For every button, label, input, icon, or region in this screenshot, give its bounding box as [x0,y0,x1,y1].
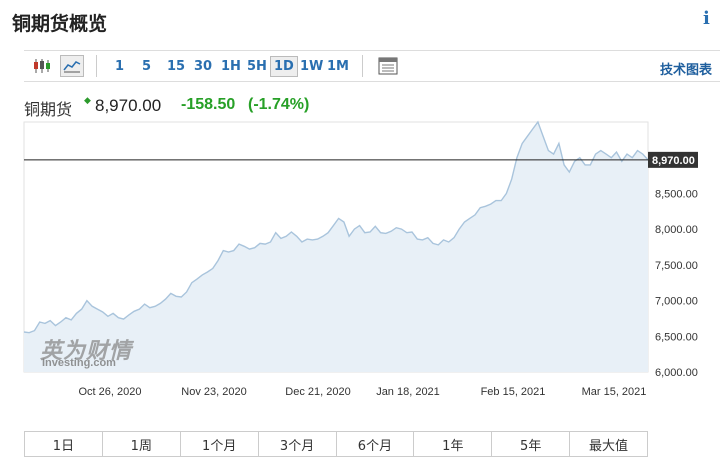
range-button-7[interactable]: 最大值 [589,438,629,454]
title-bar: 铜期货概览 i [0,0,720,40]
timeframe-1m[interactable]: 1M [327,59,349,74]
info-icon[interactable]: i [703,8,710,29]
watermark-cn-text: 英为财情 [40,339,133,364]
x-tick-label: Mar 15, 2021 [582,386,647,398]
timeframe-1w[interactable]: 1W [300,59,324,74]
timeframe-1h[interactable]: 1H [221,59,241,74]
table-icon[interactable] [376,55,400,77]
range-selector: 1日 1周 1个月 3个月 6个月 1年 5年 最大值 [24,431,648,457]
timeframe-5[interactable]: 5 [142,59,152,74]
y-tick-label: 7,500.00 [655,260,698,272]
x-tick-label: Jan 18, 2021 [376,386,440,398]
timeframe-30[interactable]: 30 [194,59,213,74]
range-button-3[interactable]: 3个月 [259,432,337,456]
y-tick-label: 6,500.00 [655,331,698,343]
range-button-0[interactable]: 1日 [25,432,103,456]
toolbar-separator [96,55,97,77]
y-tick-label: 7,000.00 [655,296,698,308]
toolbar-separator [362,55,363,77]
line-chart-icon[interactable] [60,55,84,77]
current-price-badge [648,151,698,168]
up-diamond-icon: ◆ [84,95,91,105]
range-button-4[interactable]: 6个月 [337,432,415,456]
price-change: -158.50 [181,96,236,113]
range-button-6[interactable]: 5年 [492,432,571,456]
candlestick-icon[interactable] [30,55,54,77]
chart-toolbar: 技术图表 1 5 15 30 1H 5H 1D 1W 1M [24,50,720,82]
last-price: 8,970.00 [95,96,162,115]
timeframe-5h[interactable]: 5H [247,59,267,74]
range-button-2[interactable]: 1个月 [181,432,259,456]
x-tick-label: Dec 21, 2020 [285,386,350,398]
timeframe-1[interactable]: 1 [115,59,125,74]
y-tick-label: 6,000.00 [655,367,698,379]
price-area-fill [24,122,648,372]
timeframe-1d[interactable]: 1D [270,56,298,77]
x-tick-label: Nov 23, 2020 [181,386,246,398]
watermark-logo: 英为财情 Investing.com [40,333,133,369]
price-change-percent: (-1.74%) [248,96,310,113]
x-tick-label: Feb 15, 2021 [481,386,546,398]
range-button-5[interactable]: 1年 [414,432,493,456]
range-button-1[interactable]: 1周 [103,432,181,456]
current-price-badge-label: 8,970.00 [652,155,695,167]
y-tick-label: 8,000.00 [655,224,698,236]
y-tick-label: 8,500.00 [655,188,698,200]
price-series-line [23,120,649,334]
technical-chart-link[interactable]: 技术图表 [659,63,712,78]
instrument-name: 铜期货 [24,100,73,119]
page-title: 铜期货概览 [12,13,108,35]
watermark-en-text: Investing.com [42,357,116,369]
x-tick-label: Oct 26, 2020 [79,386,142,398]
timeframe-15[interactable]: 15 [167,59,186,74]
